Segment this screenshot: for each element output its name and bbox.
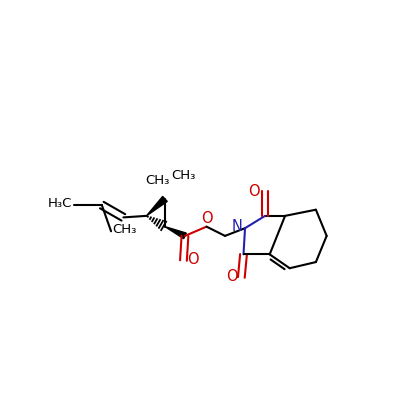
Polygon shape	[165, 227, 186, 239]
Text: O: O	[248, 184, 260, 199]
Text: CH₃: CH₃	[145, 174, 170, 187]
Text: O: O	[201, 210, 212, 226]
Text: CH₃: CH₃	[113, 223, 137, 236]
Text: N: N	[232, 219, 242, 234]
Text: O: O	[226, 269, 238, 284]
Text: O: O	[187, 252, 199, 267]
Polygon shape	[146, 196, 167, 216]
Text: H₃C: H₃C	[47, 197, 72, 210]
Text: CH₃: CH₃	[171, 169, 196, 182]
